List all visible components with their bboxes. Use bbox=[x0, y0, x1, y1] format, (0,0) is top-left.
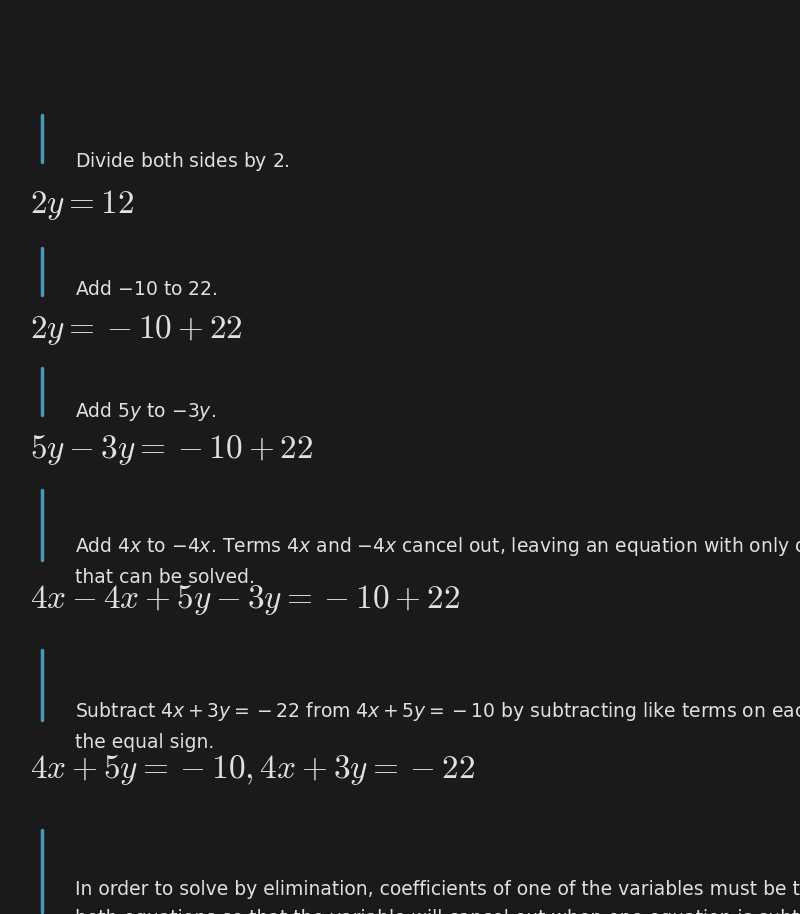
Text: In order to solve by elimination, coefficients of one of the variables must be t: In order to solve by elimination, coeffi… bbox=[75, 880, 800, 914]
Text: Add $-10$ to $22$.: Add $-10$ to $22$. bbox=[75, 280, 218, 299]
Text: $2y = 12$: $2y = 12$ bbox=[30, 188, 134, 222]
Text: Subtract $4x + 3y = -22$ from $4x + 5y = -10$ by subtracting like terms on each : Subtract $4x + 3y = -22$ from $4x + 5y =… bbox=[75, 700, 800, 751]
Text: $4x - 4x + 5y - 3y = -10 + 22$: $4x - 4x + 5y - 3y = -10 + 22$ bbox=[30, 583, 460, 617]
Text: Add $5y$ to $-3y$.: Add $5y$ to $-3y$. bbox=[75, 400, 216, 423]
Text: Add $4x$ to $-4x$. Terms $4x$ and $-4x$ cancel out, leaving an equation with onl: Add $4x$ to $-4x$. Terms $4x$ and $-4x$ … bbox=[75, 535, 800, 587]
Text: $2y = -10 + 22$: $2y = -10 + 22$ bbox=[30, 313, 242, 347]
Text: $5y - 3y = -10 + 22$: $5y - 3y = -10 + 22$ bbox=[30, 433, 314, 467]
Text: $4x + 5y = -10, 4x + 3y = -22$: $4x + 5y = -10, 4x + 3y = -22$ bbox=[30, 753, 475, 787]
Text: Divide both sides by $2$.: Divide both sides by $2$. bbox=[75, 150, 290, 173]
